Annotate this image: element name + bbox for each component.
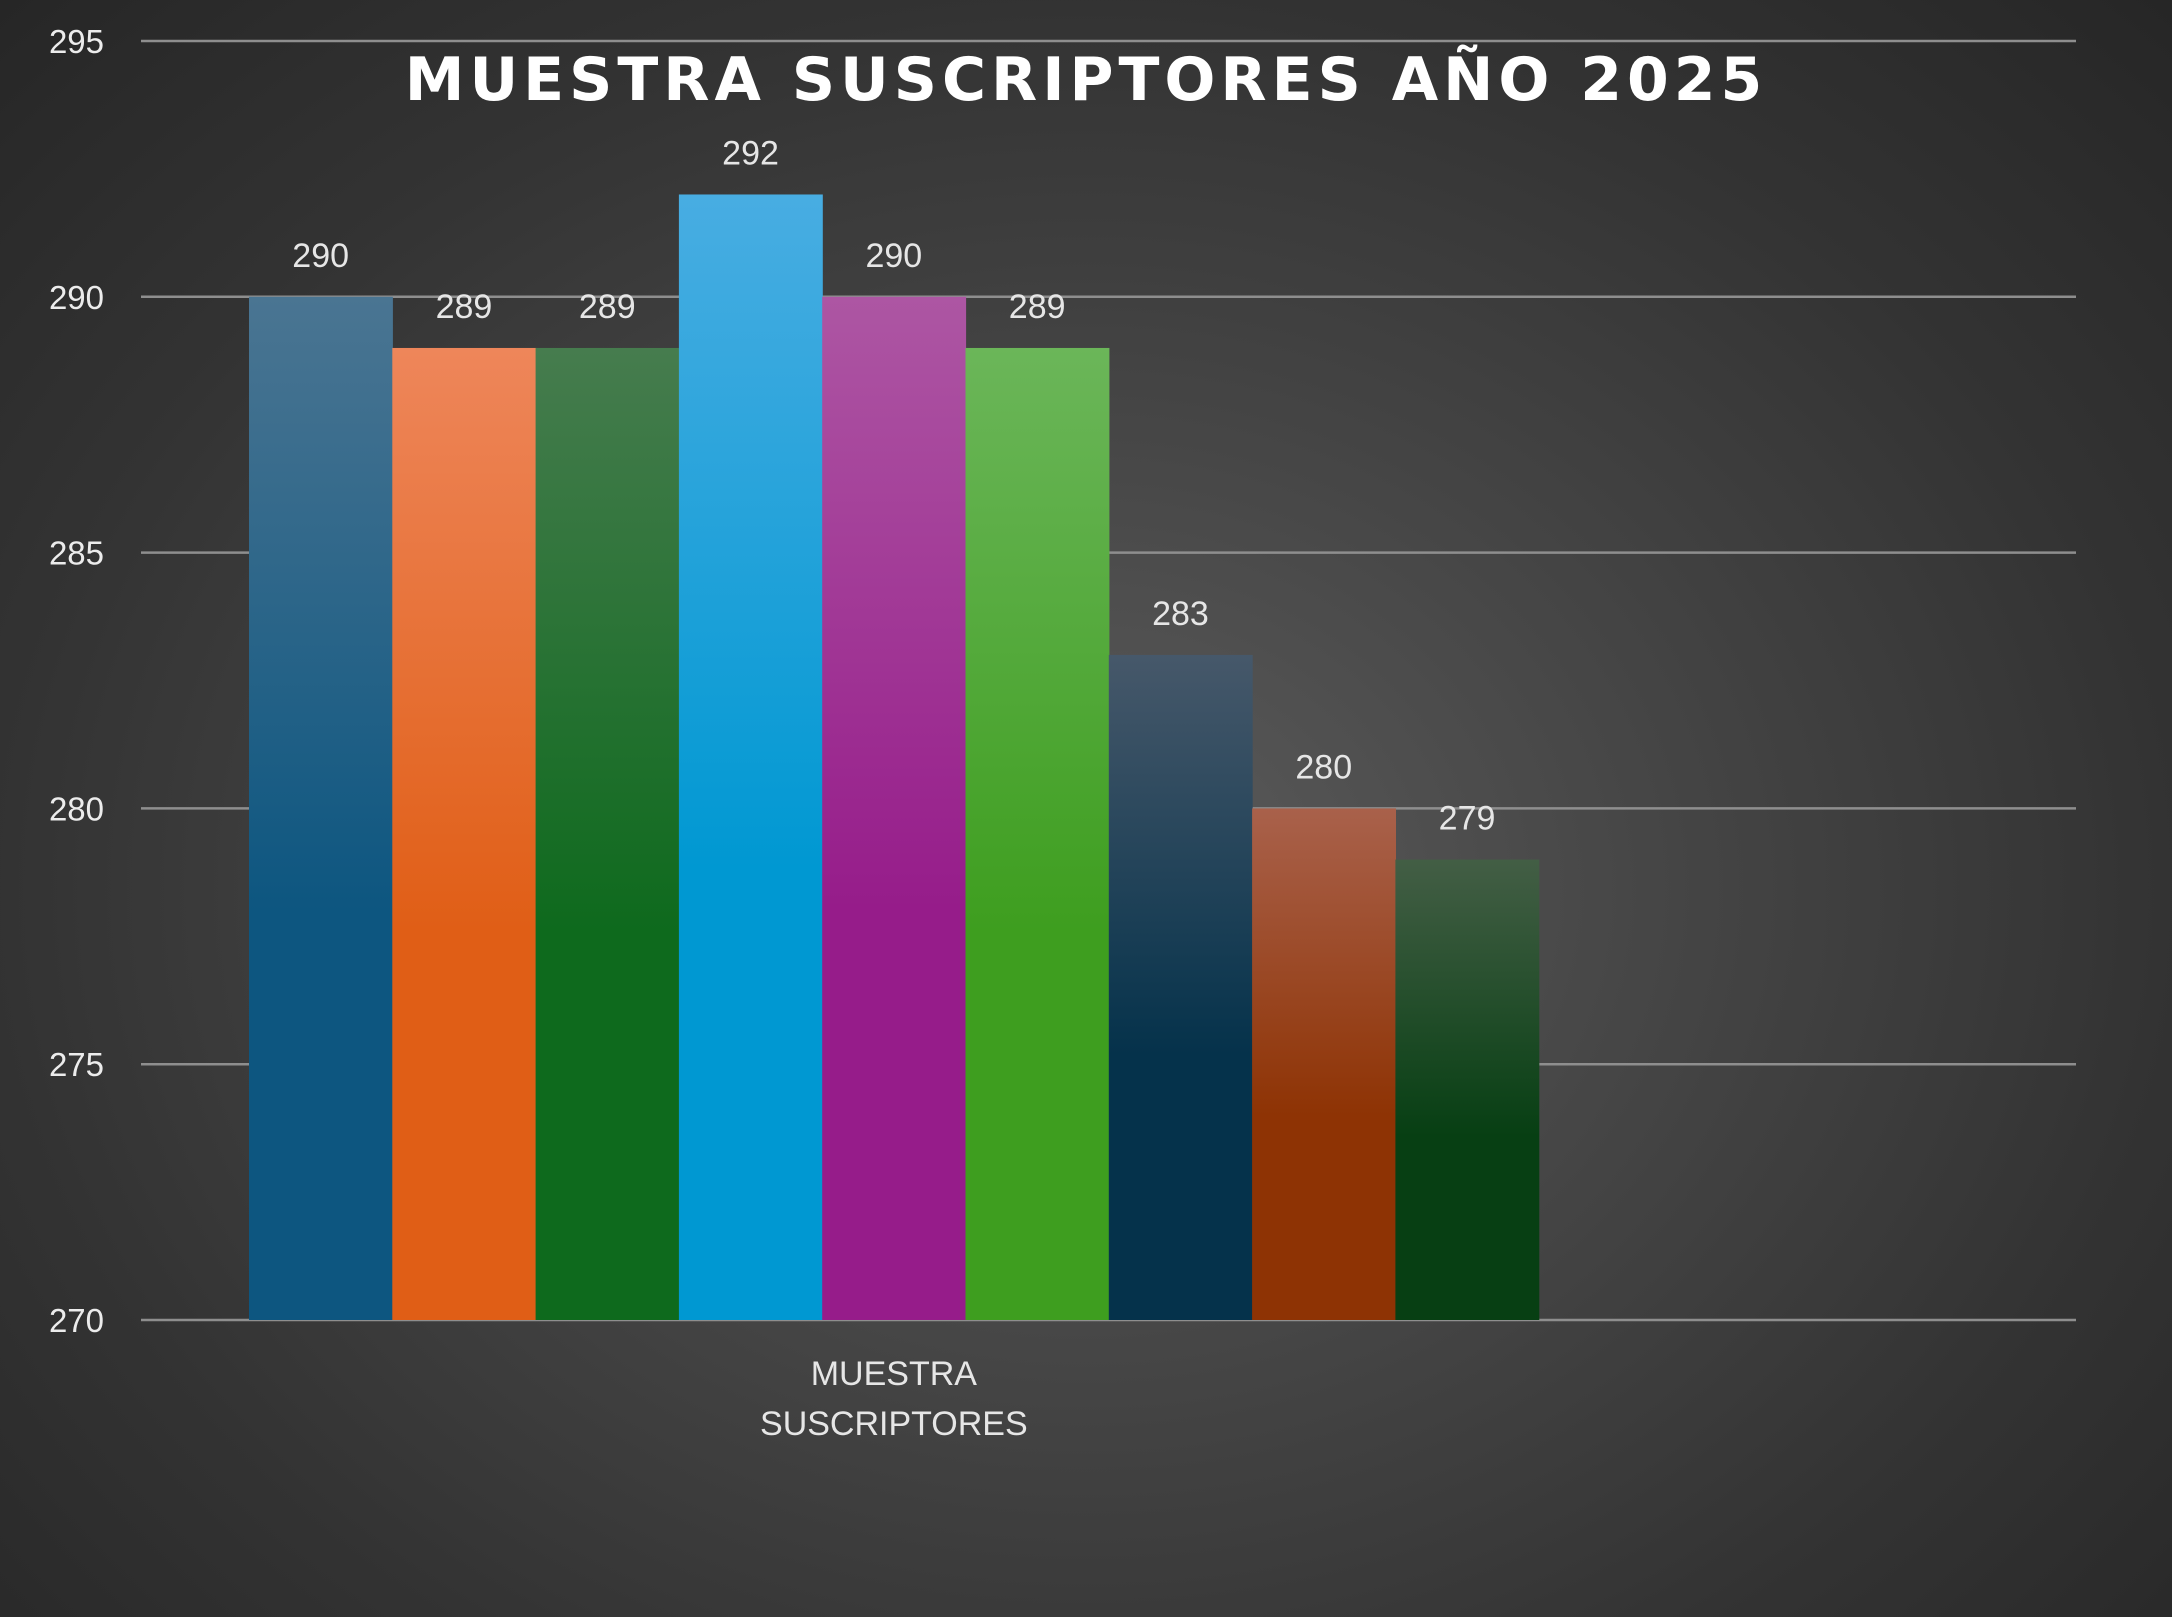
chart-title: MUESTRA SUSCRIPTORES AÑO 2025 bbox=[405, 43, 1768, 115]
data-label-7: 283 bbox=[1152, 595, 1209, 633]
y-axis-ticks: 270 275 280 285 290 295 bbox=[49, 23, 104, 1339]
data-label-4: 292 bbox=[722, 134, 779, 172]
bar-4 bbox=[678, 194, 823, 1321]
category-label-line: MUESTRA bbox=[811, 1355, 978, 1393]
y-tick-label: 280 bbox=[49, 790, 104, 827]
data-label-1: 290 bbox=[292, 237, 349, 275]
bar-8 bbox=[1252, 808, 1396, 1320]
data-label-3: 289 bbox=[579, 288, 636, 326]
y-tick-label: 295 bbox=[49, 23, 104, 60]
bar-7 bbox=[1108, 654, 1253, 1320]
data-label-5: 290 bbox=[865, 237, 922, 275]
data-labels: 290 289 289 292 290 289 283 280 279 bbox=[292, 134, 1495, 837]
bar-3 bbox=[535, 347, 680, 1321]
y-tick-label: 270 bbox=[49, 1302, 104, 1339]
bar-5 bbox=[822, 296, 967, 1320]
bar-1 bbox=[249, 296, 393, 1320]
data-label-6: 289 bbox=[1009, 288, 1066, 326]
bar-2 bbox=[392, 347, 537, 1321]
x-axis-category: MUESTRA SUSCRIPTORES bbox=[760, 1355, 1028, 1443]
category-label-line: SUSCRIPTORES bbox=[760, 1405, 1028, 1443]
y-tick-label: 290 bbox=[49, 279, 104, 316]
data-label-9: 279 bbox=[1439, 800, 1496, 838]
y-tick-label: 275 bbox=[49, 1046, 104, 1083]
bars bbox=[249, 194, 1540, 1321]
bar-6 bbox=[965, 347, 1110, 1321]
data-label-2: 289 bbox=[436, 288, 493, 326]
data-label-8: 280 bbox=[1295, 748, 1352, 786]
y-tick-label: 285 bbox=[49, 535, 104, 572]
bar-9 bbox=[1395, 859, 1540, 1320]
